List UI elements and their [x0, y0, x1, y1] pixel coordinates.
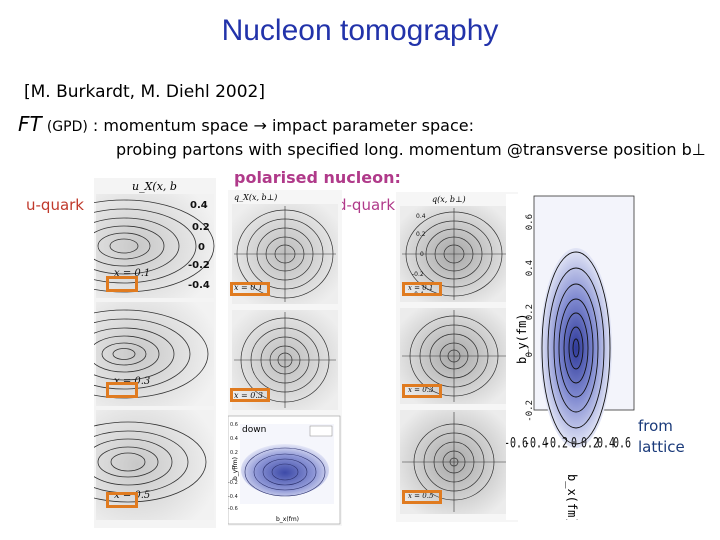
- down-ytick-1: 0.6: [230, 422, 238, 428]
- polarised-u-contour-panel: q_X(x, b⊥) x = 0.1 x = 0.3 d: [228, 190, 342, 526]
- highlight-box-mid-x01: [230, 282, 270, 296]
- down-ytick-6: -0.4: [228, 494, 238, 500]
- down-label: down: [242, 425, 266, 435]
- u-plot-x03: [94, 302, 214, 406]
- d-x-label-1: x = 0.1: [408, 284, 433, 292]
- u-plot-header: u_X(x, b: [132, 180, 177, 193]
- lattice-ytick-4: 0: [525, 352, 535, 357]
- mid-plot-header: q_X(x, b⊥): [234, 193, 277, 202]
- probing-description: probing partons with specified long. mom…: [116, 140, 706, 159]
- lattice-contour-plot: 0.6 0.4 0.2 0 -0.2 b_y(fm) -0.6 -0.4 -0.…: [506, 194, 636, 520]
- u-level-label-5: -0.4: [188, 280, 210, 291]
- lattice-xtick-3: -0.2: [544, 435, 568, 451]
- lattice-xtick-7: 0.6: [613, 435, 631, 451]
- lattice-xtick-1: -0.6: [506, 435, 528, 451]
- highlight-box-mid-x03: [230, 388, 270, 402]
- u-x-label-3: x = 0.5: [114, 490, 150, 501]
- d-plot-x03: [400, 308, 508, 404]
- u-x-label-1: x = 0.1: [114, 268, 150, 279]
- lattice-xtick-4: 0: [571, 435, 577, 451]
- down-axis-x: b_x(fm): [276, 516, 299, 523]
- lattice-xtick-5: 0.2: [581, 435, 599, 451]
- down-ytick-4: 0: [232, 466, 235, 472]
- lattice-y-axis-label: b_y(fm): [515, 313, 529, 364]
- down-ytick-7: -0.6: [228, 506, 238, 512]
- u-quark-label: u-quark: [26, 196, 84, 214]
- highlight-box-d-x01: [402, 282, 442, 296]
- d-plot-x05: [400, 410, 508, 514]
- lattice-x-axis-label: b_x(fm): [565, 474, 579, 520]
- u-level-label-3: 0: [198, 242, 205, 253]
- from-lattice-line2: lattice: [638, 438, 685, 456]
- d-level-label-4: -0.2: [412, 271, 424, 278]
- d-plot-header: q(x, b⊥): [432, 195, 466, 204]
- u-quark-contour-panel: u_X(x, b 0.4 0.2 0 -0.2 -0.4 x = 0.1: [94, 178, 216, 528]
- highlight-box-u-x05: [106, 492, 138, 508]
- highlight-box-d-x03: [402, 384, 442, 398]
- lattice-ytick-1: 0.6: [525, 214, 535, 230]
- lattice-ytick-3: 0.2: [525, 304, 535, 320]
- ft-label: FT: [18, 112, 42, 136]
- ft-description-rest: : momentum space → impact parameter spac…: [92, 116, 474, 135]
- d-quark-contour-panel: q(x, b⊥) 0.4 0.2 0 -0.2: [396, 192, 518, 522]
- down-lattice-inset: down b_y(fm) b_x(fm) 0.6 0.4 0.2 0 -0.2 …: [228, 415, 341, 525]
- lattice-ytick-2: 0.4: [525, 260, 535, 276]
- u-plot-x01: [94, 194, 215, 298]
- down-axis-y: b_y(fm): [232, 457, 239, 480]
- d-level-label-1: 0.4: [416, 213, 426, 220]
- polarised-nucleon-label: polarised nucleon:: [234, 168, 401, 187]
- ft-description: FT (GPD) : momentum space → impact param…: [18, 112, 474, 136]
- reference: [M. Burkardt, M. Diehl 2002]: [24, 82, 265, 102]
- d-x-label-3: x = 0.5: [408, 492, 434, 500]
- highlight-box-d-x05: [402, 490, 442, 504]
- lattice-ytick-5: -0.2: [525, 400, 535, 422]
- gpd-label: (GPD): [46, 119, 88, 135]
- lattice-xtick-2: -0.4: [524, 435, 548, 451]
- d-level-label-3: 0: [420, 251, 424, 258]
- mid-plot-x01: [232, 204, 338, 304]
- highlight-box-u-x03: [106, 382, 138, 398]
- u-plot-x05: [94, 410, 214, 520]
- u-level-label-1: 0.4: [190, 200, 208, 211]
- highlight-box-u-x01: [106, 276, 138, 292]
- down-ytick-2: 0.4: [230, 436, 238, 442]
- slide-title: Nucleon tomography: [221, 14, 499, 47]
- mid-x-label-1: x = 0.1: [234, 283, 263, 292]
- down-ytick-3: 0.2: [230, 450, 238, 456]
- d-quark-label: d-quark: [337, 196, 396, 214]
- mid-plot-x03: [232, 310, 338, 410]
- d-level-label-2: 0.2: [416, 231, 426, 238]
- u-level-label-4: -0.2: [188, 260, 210, 271]
- u-x-label-2: x = 0.3: [114, 376, 150, 387]
- lattice-xtick-6: 0.4: [597, 435, 615, 451]
- down-ytick-5: -0.2: [228, 480, 238, 486]
- mid-x-label-2: x = 0.3: [234, 391, 263, 400]
- from-lattice-label: from lattice: [638, 416, 685, 458]
- d-plot-x01: [400, 206, 508, 302]
- d-x-label-2: x = 0.3: [408, 386, 434, 394]
- from-lattice-line1: from: [638, 417, 673, 435]
- u-level-label-2: 0.2: [192, 222, 210, 233]
